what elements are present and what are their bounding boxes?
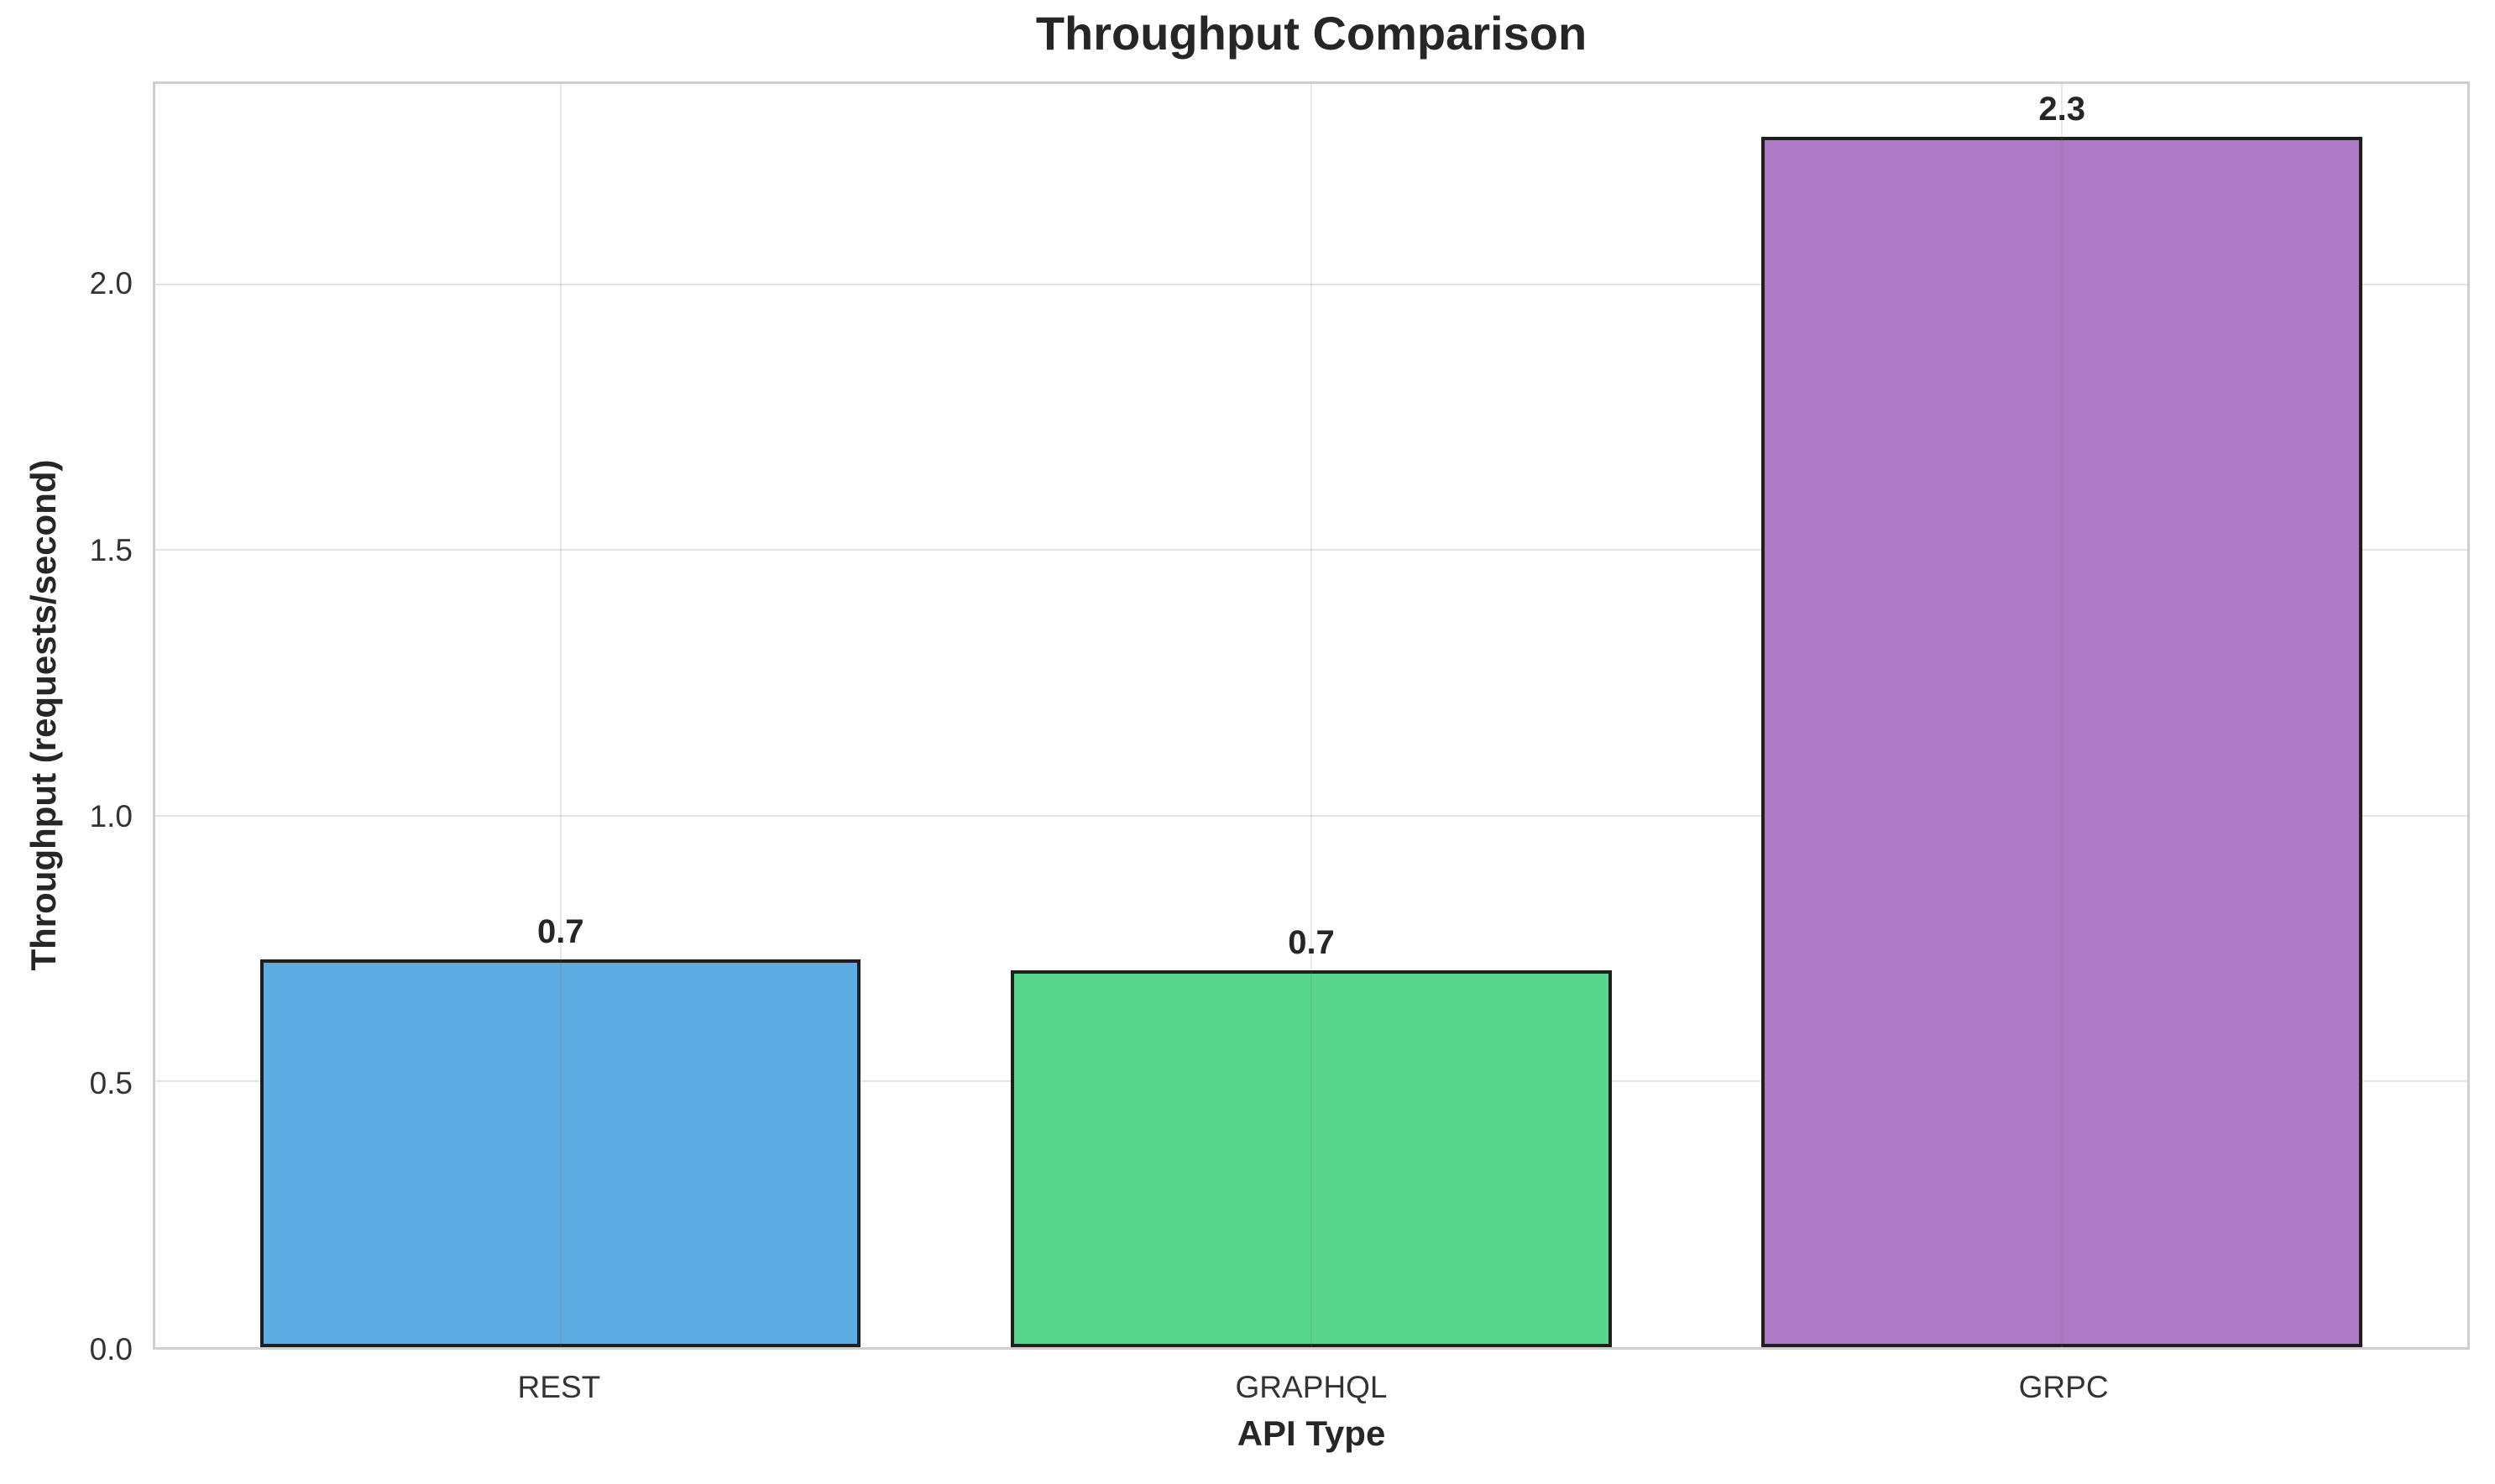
x-tick-label-rest: REST	[517, 1370, 601, 1404]
x-tick-label-graphql: GRAPHQL	[1235, 1370, 1388, 1404]
bar-value-label: 2.3	[2038, 91, 2085, 128]
x-tick-label-grpc: GRPC	[2018, 1370, 2109, 1404]
bar-rest	[260, 959, 861, 1347]
y-gridline	[155, 814, 2467, 817]
y-gridline	[155, 549, 2467, 551]
x-gridline	[2061, 84, 2063, 1347]
bar-grpc	[1761, 137, 2362, 1347]
y-gridline	[155, 284, 2467, 286]
bar-value-label: 0.7	[1288, 924, 1335, 962]
bar-value-label: 0.7	[537, 913, 584, 951]
x-gridline	[559, 84, 562, 1347]
x-gridline	[1310, 84, 1312, 1347]
y-tick-label: 0.5	[89, 1065, 133, 1100]
bar-graphql	[1011, 970, 1612, 1347]
y-tick-label: 1.5	[89, 532, 133, 567]
x-axis-label: API Type	[1237, 1413, 1386, 1453]
y-tick-label: 2.0	[89, 266, 133, 301]
y-tick-label: 0.0	[89, 1332, 133, 1366]
y-tick-label: 1.0	[89, 799, 133, 834]
plot-area: 0.7 0.7 2.3	[153, 81, 2470, 1350]
chart-title: Throughput Comparison	[1035, 7, 1587, 60]
